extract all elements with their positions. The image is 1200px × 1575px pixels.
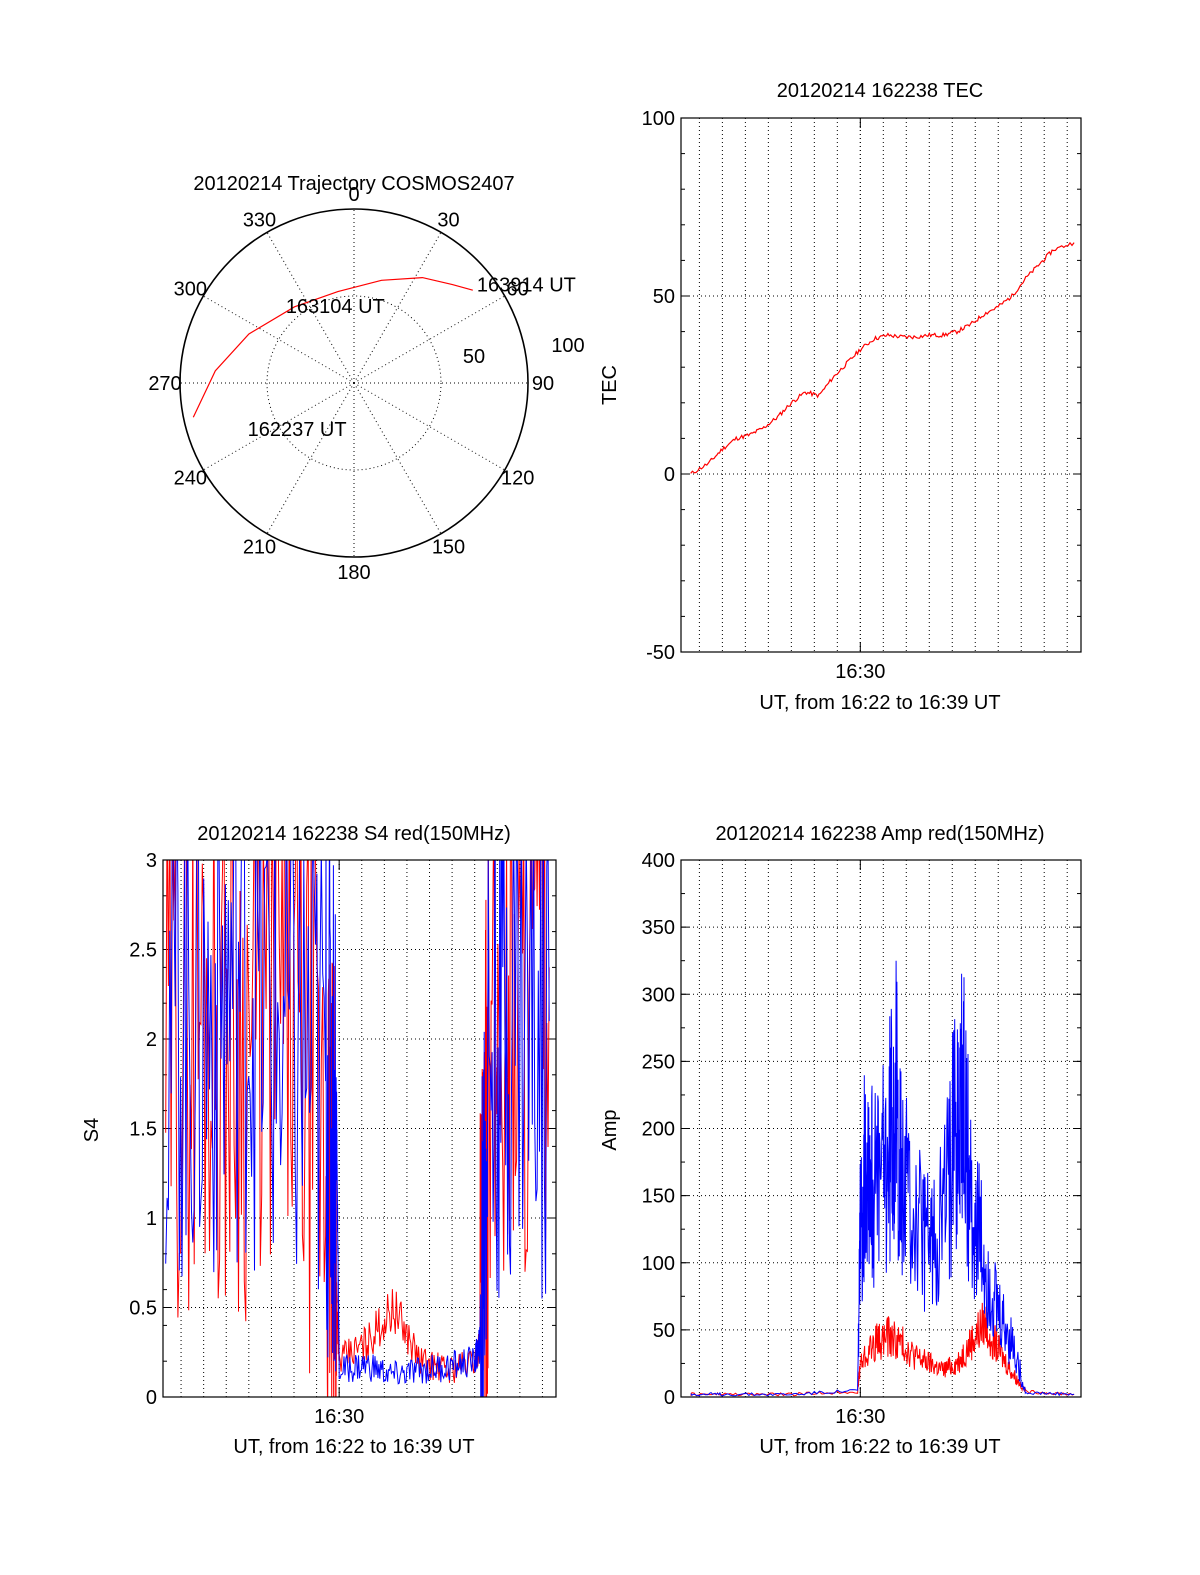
tec-plot: -50 0 50 100 16:30 bbox=[642, 108, 1082, 683]
y-tick-label: 100 bbox=[642, 108, 675, 130]
y-tick-label: 1.5 bbox=[129, 1119, 157, 1141]
trajectory-line bbox=[192, 276, 473, 418]
series-line bbox=[690, 960, 1075, 1397]
y-tick-label: 250 bbox=[642, 1051, 675, 1073]
polar-azimuth-label: 330 bbox=[243, 209, 276, 231]
polar-azimuth-label: 90 bbox=[532, 373, 554, 395]
y-tick-label: 150 bbox=[642, 1186, 675, 1208]
polar-title: 20120214 Trajectory COSMOS2407 bbox=[193, 173, 514, 195]
y-tick-label: 2.5 bbox=[129, 940, 157, 962]
y-tick-label: 100 bbox=[642, 1253, 675, 1275]
amp-title: 20120214 162238 Amp red(150MHz) bbox=[715, 823, 1044, 845]
x-tick-label: 16:30 bbox=[835, 1406, 885, 1428]
amp-ylabel: Amp bbox=[599, 1109, 621, 1150]
polar-trajectory bbox=[192, 276, 473, 418]
y-tick-label: -50 bbox=[646, 642, 675, 664]
plot-frame bbox=[680, 117, 1082, 653]
y-tick-label: 350 bbox=[642, 917, 675, 939]
x-tick-label: 16:30 bbox=[314, 1406, 364, 1428]
polar-radial-label: 100 bbox=[551, 335, 584, 357]
y-tick-label: 0 bbox=[664, 464, 675, 486]
time-annotation: 162237 UT bbox=[248, 419, 347, 441]
polar-azimuth-label: 60 bbox=[507, 279, 529, 301]
y-tick-label: 3 bbox=[146, 850, 157, 872]
y-tick-label: 0 bbox=[664, 1387, 675, 1409]
series-line bbox=[165, 860, 550, 1397]
time-annotation: 163914 UT bbox=[477, 274, 576, 296]
polar-azimuth-labels: 0 30 60 90 120 150 180 210 240 270 300 330 50 100 bbox=[148, 184, 584, 584]
polar-ring bbox=[266, 295, 442, 471]
polar-spoke bbox=[203, 295, 355, 384]
polar-azimuth-label: 120 bbox=[501, 468, 534, 490]
polar-radial-label: 50 bbox=[463, 346, 485, 368]
polar-azimuth-label: 0 bbox=[348, 184, 359, 206]
amp-panel: 20120214 162238 Amp red(150MHz) Amp UT, … bbox=[599, 823, 1082, 1458]
y-tick-label: 0 bbox=[146, 1387, 157, 1409]
y-tick-label: 300 bbox=[642, 984, 675, 1006]
polar-annotations: 163914 UT 163104 UT 162237 UT bbox=[248, 274, 576, 441]
plot-frame bbox=[680, 859, 1082, 1398]
polar-outer-circle bbox=[179, 208, 529, 558]
amp-plot: 0 50 100 150 200 250 300 350 400 16:30 bbox=[642, 850, 1082, 1428]
time-annotation: 163104 UT bbox=[286, 296, 385, 318]
plot-frame bbox=[162, 859, 557, 1398]
x-tick-label: 16:30 bbox=[835, 661, 885, 683]
y-tick-label: 1 bbox=[146, 1208, 157, 1230]
y-tick-label: 50 bbox=[653, 286, 675, 308]
series-line bbox=[690, 241, 1075, 474]
polar-panel: 20120214 Trajectory COSMOS2407 0 30 60 90 12… bbox=[148, 173, 584, 584]
s4-title: 20120214 162238 S4 red(150MHz) bbox=[197, 823, 511, 845]
y-tick-label: 400 bbox=[642, 850, 675, 872]
amp-xlabel: UT, from 16:22 to 16:39 UT bbox=[759, 1436, 1000, 1458]
polar-grid bbox=[179, 208, 529, 558]
polar-spoke bbox=[203, 382, 355, 471]
polar-azimuth-label: 210 bbox=[243, 537, 276, 559]
polar-azimuth-label: 150 bbox=[432, 537, 465, 559]
y-tick-label: 50 bbox=[653, 1320, 675, 1342]
polar-spoke bbox=[266, 382, 355, 534]
polar-spoke bbox=[266, 232, 355, 384]
tec-title: 20120214 162238 TEC bbox=[777, 80, 983, 102]
polar-spoke bbox=[353, 382, 442, 534]
polar-azimuth-label: 270 bbox=[148, 373, 181, 395]
tec-xlabel: UT, from 16:22 to 16:39 UT bbox=[759, 692, 1000, 714]
y-tick-label: 0.5 bbox=[129, 1298, 157, 1320]
tec-panel: 20120214 162238 TEC TEC UT, from 16:22 t… bbox=[599, 80, 1082, 714]
y-tick-label: 200 bbox=[642, 1119, 675, 1141]
s4-xlabel: UT, from 16:22 to 16:39 UT bbox=[233, 1436, 474, 1458]
s4-panel: 20120214 162238 S4 red(150MHz) S4 UT, fr… bbox=[81, 823, 557, 1458]
tec-ylabel: TEC bbox=[599, 365, 621, 405]
polar-azimuth-label: 180 bbox=[337, 562, 370, 584]
polar-spoke bbox=[353, 232, 442, 384]
series-line bbox=[690, 1302, 1075, 1397]
polar-spoke bbox=[353, 382, 505, 471]
polar-azimuth-label: 240 bbox=[174, 468, 207, 490]
y-tick-label: 2 bbox=[146, 1029, 157, 1051]
s4-ylabel: S4 bbox=[81, 1118, 103, 1142]
polar-azimuth-label: 30 bbox=[437, 209, 459, 231]
polar-spoke bbox=[353, 295, 505, 384]
s4-plot: 0 0.5 1 1.5 2 2.5 3 16:30 bbox=[129, 850, 557, 1428]
polar-azimuth-label: 300 bbox=[174, 279, 207, 301]
